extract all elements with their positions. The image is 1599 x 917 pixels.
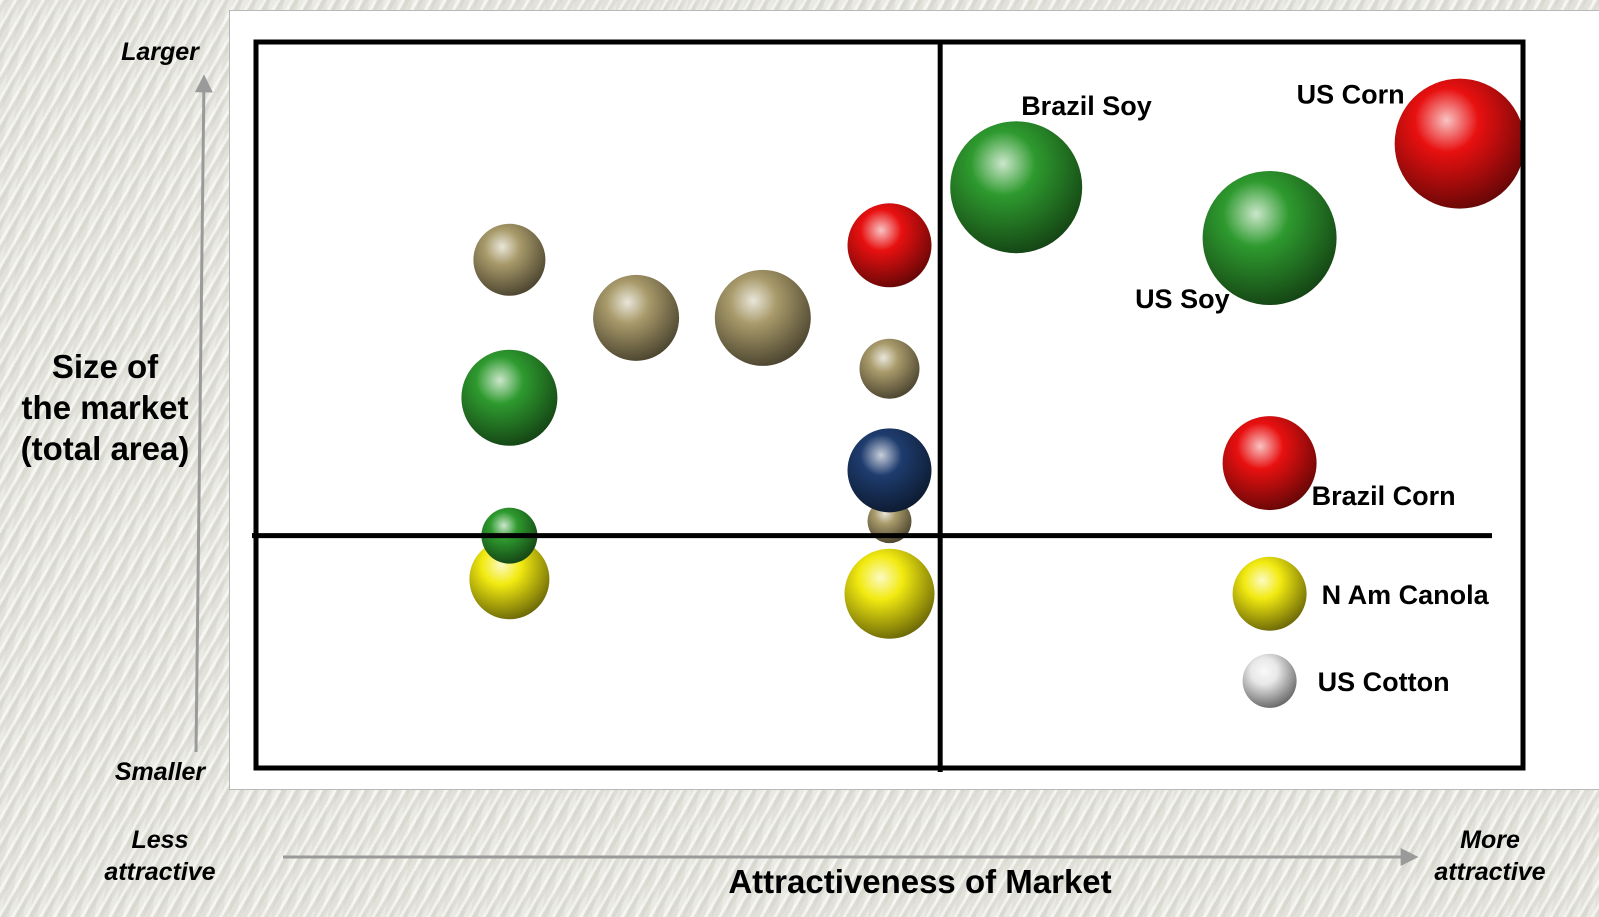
x-axis-title: Attractiveness of Market — [728, 863, 1112, 900]
bubble-brown-3 — [859, 338, 920, 399]
y-axis-top-label: Larger — [121, 38, 199, 66]
x-axis-left-label-line: Less — [131, 826, 189, 854]
bubble-green-5 — [461, 349, 558, 446]
x-axis-left-label-line: attractive — [104, 858, 216, 886]
bubble-yellow-6 — [469, 539, 550, 620]
bubble-label: US Corn — [1297, 80, 1405, 110]
bubble-brown-0 — [473, 223, 546, 296]
bubble-label: US Soy — [1135, 284, 1230, 314]
bubble-brazil-corn — [1222, 416, 1317, 511]
y-axis-title-line: (total area) — [20, 430, 190, 467]
x-axis-right-label-line: attractive — [1434, 858, 1546, 886]
y-axis-arrow — [194, 74, 213, 753]
bubble-us-corn — [1394, 78, 1525, 209]
x-axis-left-label: Less attractive — [80, 824, 240, 888]
y-axis-title-line: Size of — [51, 348, 159, 385]
y-axis-bottom-label: Smaller — [114, 758, 206, 786]
bubble-label: N Am Canola — [1322, 580, 1490, 610]
bubble-label: Brazil Soy — [1021, 91, 1152, 121]
bubble-us-soy — [1202, 171, 1337, 306]
x-axis-right-label: More attractive — [1410, 824, 1570, 888]
y-axis-title: Size of the market (total area) — [0, 346, 210, 469]
bubble-label: Brazil Corn — [1312, 481, 1456, 511]
bubble-brown-2 — [714, 269, 811, 366]
bubble-us-cotton — [1242, 653, 1297, 708]
bubble-brazil-soy — [950, 121, 1083, 254]
bubble-label: US Cotton — [1318, 667, 1450, 697]
bubble-n-am-canola — [1232, 556, 1307, 631]
bubble-yellow-8 — [844, 548, 935, 639]
plot-panel — [229, 10, 1599, 790]
x-axis-right-label-line: More — [1460, 826, 1520, 854]
y-axis-title-line: the market — [21, 389, 189, 426]
bubble-brown-1 — [593, 274, 680, 361]
quadrant-frame — [253, 39, 1526, 771]
bubble-red-10 — [847, 203, 932, 288]
bubble-navy-9 — [847, 428, 932, 513]
